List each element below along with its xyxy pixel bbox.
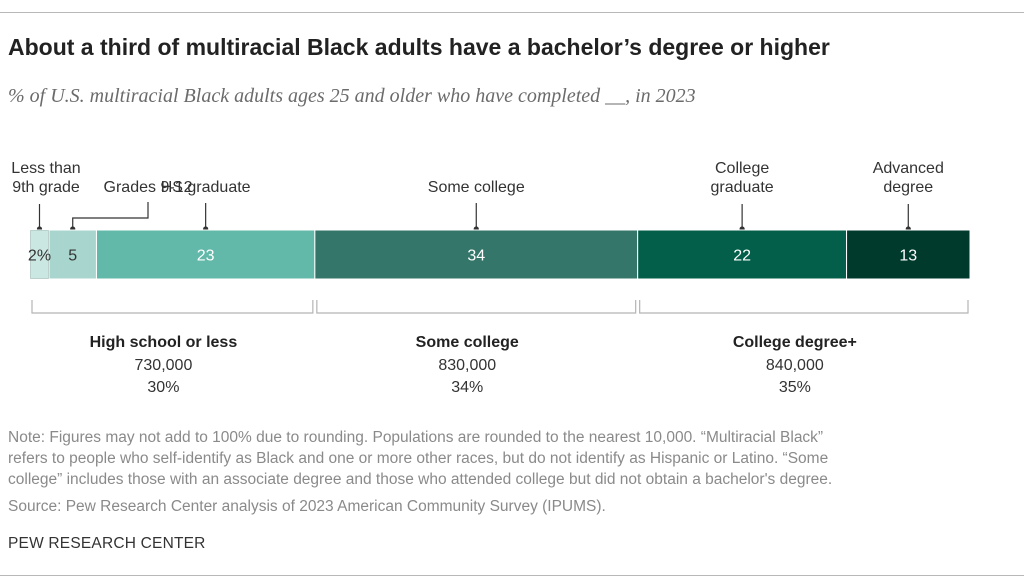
- category-label: graduate: [711, 179, 774, 196]
- leader-lines: [36, 202, 911, 232]
- bar-segment: [95, 229, 316, 280]
- group-name: College degree+: [733, 334, 857, 351]
- group-share: 30%: [147, 379, 179, 396]
- group-count: 830,000: [438, 357, 496, 374]
- value-label: 13: [899, 248, 917, 265]
- value-label: 2%: [28, 248, 51, 265]
- category-label: 9th grade: [12, 179, 80, 196]
- value-label: 23: [197, 248, 215, 265]
- category-label: Advanced: [873, 160, 944, 177]
- value-label: 22: [733, 248, 751, 265]
- bar-segments: [29, 229, 971, 280]
- chart-note: Note: Figures may not add to 100% due to…: [8, 427, 1008, 490]
- category-label: Less than: [11, 160, 80, 177]
- bar-segment: [314, 229, 639, 280]
- value-label: 5: [68, 248, 77, 265]
- group-bracket: [316, 300, 637, 314]
- category-label: degree: [883, 179, 933, 196]
- group-share: 34%: [451, 379, 483, 396]
- chart-subtitle: % of U.S. multiracial Black adults ages …: [8, 85, 696, 107]
- group-name: Some college: [416, 334, 519, 351]
- bar-segment: [846, 229, 971, 280]
- leader-line: [72, 202, 149, 229]
- category-label: Some college: [428, 179, 525, 196]
- group-count: 840,000: [766, 357, 824, 374]
- chart-title: About a third of multiracial Black adult…: [8, 34, 830, 60]
- category-label: HS graduate: [161, 179, 251, 196]
- note-line: college” includes those with an associat…: [8, 471, 833, 488]
- note-line: refers to people who self-identify as Bl…: [8, 450, 829, 467]
- category-label: Grades 9-12: [104, 179, 193, 196]
- group-bracket: [31, 300, 314, 314]
- group-bracket: [639, 300, 969, 314]
- group-count: 730,000: [135, 357, 193, 374]
- bar-outline: [30, 230, 49, 279]
- top-rule: [0, 12, 1024, 13]
- bar-segment: [637, 229, 848, 280]
- note-line: Note: Figures may not add to 100% due to…: [8, 429, 824, 446]
- group-share: 35%: [779, 379, 811, 396]
- group-name: High school or less: [90, 334, 238, 351]
- chart-source: Source: Pew Research Center analysis of …: [8, 498, 606, 515]
- bottom-rule: [0, 575, 1024, 576]
- category-label: College: [715, 160, 769, 177]
- value-labels: 2% 5 23 34 22 13: [28, 248, 917, 265]
- brand-footer: PEW RESEARCH CENTER: [8, 535, 206, 552]
- group-brackets: High school or less 730,000 30% Some colleg…: [31, 300, 969, 396]
- value-label: 34: [467, 248, 485, 265]
